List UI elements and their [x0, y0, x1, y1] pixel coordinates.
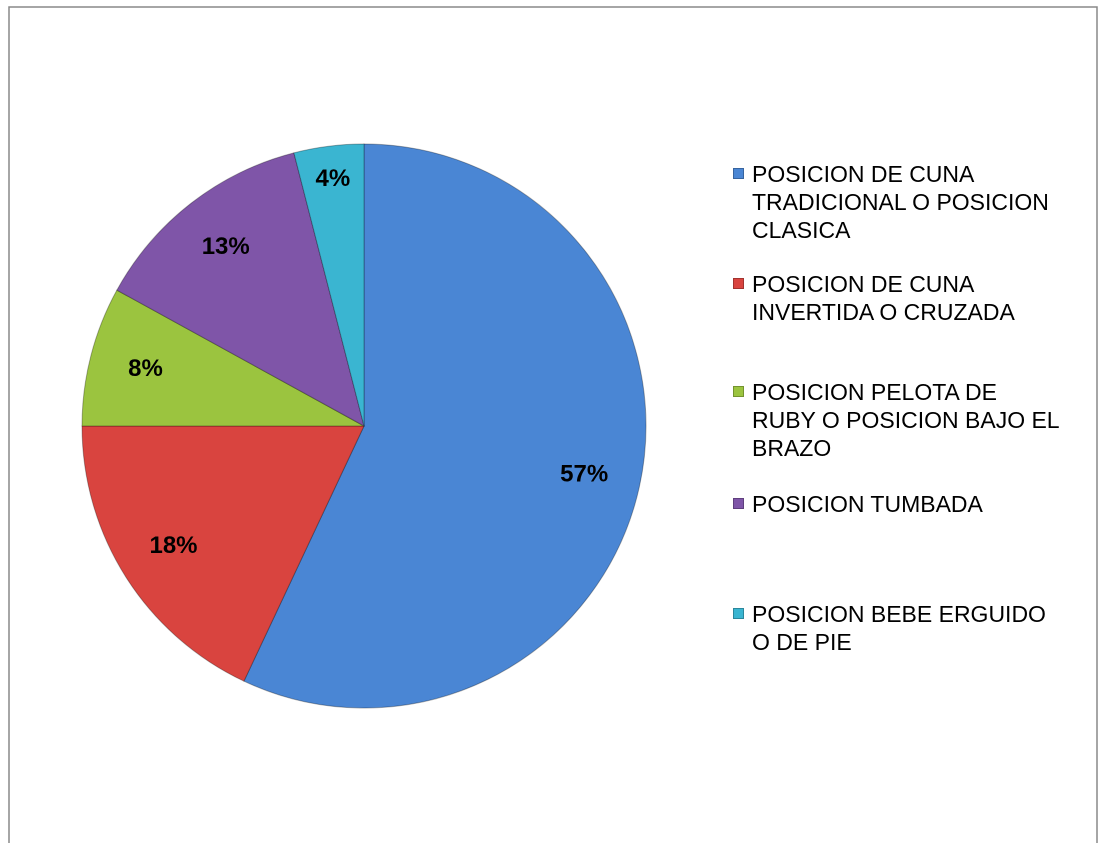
data-label: 57%	[560, 461, 608, 488]
legend-entry: POSICION DE CUNA INVERTIDA O CRUZADA	[733, 270, 1063, 326]
data-label: 13%	[202, 233, 250, 260]
data-label: 8%	[128, 355, 163, 382]
pie-slice	[293, 143, 365, 427]
pie-slice	[243, 143, 647, 709]
legend-label: POSICION DE CUNA INVERTIDA O CRUZADA	[752, 271, 1015, 325]
legend-label: POSICION BEBE ERGUIDO O DE PIE	[752, 601, 1046, 655]
pie-slice	[81, 425, 365, 682]
legend-label: POSICION DE CUNA TRADICIONAL O POSICION …	[752, 161, 1049, 243]
legend-entry: POSICION DE CUNA TRADICIONAL O POSICION …	[733, 160, 1063, 244]
legend-entry: POSICION BEBE ERGUIDO O DE PIE	[733, 600, 1063, 656]
legend-swatch	[733, 278, 744, 289]
legend-entry: POSICION TUMBADA	[733, 490, 1063, 518]
legend-swatch	[733, 608, 744, 619]
chart-frame	[8, 6, 1098, 843]
pie-slice	[81, 289, 365, 427]
legend-swatch	[733, 386, 744, 397]
legend-swatch	[733, 168, 744, 179]
legend-label: POSICION TUMBADA	[752, 491, 983, 517]
legend-label: POSICION PELOTA DE RUBY O POSICION BAJO …	[752, 379, 1059, 461]
data-label: 4%	[316, 165, 351, 192]
data-label: 18%	[149, 532, 197, 559]
legend-swatch	[733, 498, 744, 509]
legend-entry: POSICION PELOTA DE RUBY O POSICION BAJO …	[733, 378, 1063, 462]
pie-slice	[116, 152, 365, 427]
